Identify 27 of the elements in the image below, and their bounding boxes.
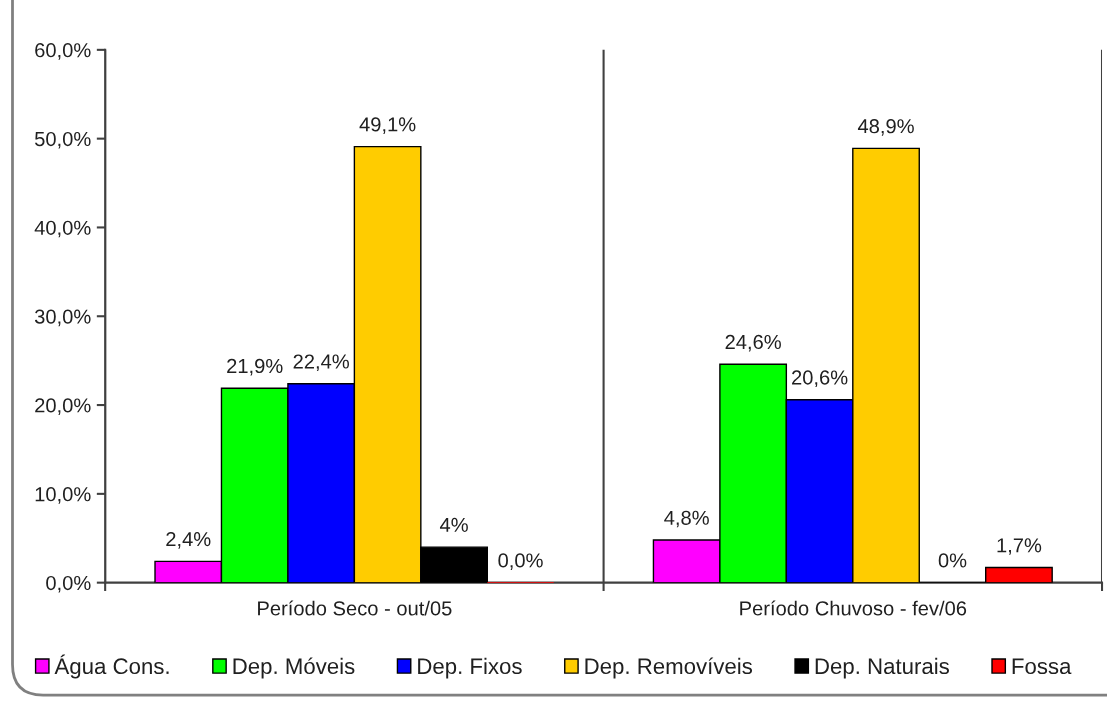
legend-label: Fossa <box>1012 658 1072 675</box>
legend-label: Dep. Fixos <box>418 657 522 679</box>
data-label: 4,8% <box>664 510 709 528</box>
x-tick-label: Período Chuvoso - fev/06 <box>740 600 967 616</box>
y-tick-label: 40,0% <box>34 220 91 238</box>
data-label: 2,4% <box>166 531 211 549</box>
data-label: 20,6% <box>792 370 848 388</box>
legend-label: Dep. Naturais <box>815 657 949 679</box>
data-label: 49,1% <box>359 117 416 134</box>
data-label: 4% <box>439 517 468 532</box>
y-tick-label: 30,0% <box>34 309 91 327</box>
data-label: 0% <box>938 553 967 568</box>
data-label: 22,4% <box>293 354 349 372</box>
y-tick-label: 10,0% <box>35 487 91 504</box>
data-label: 48,9% <box>857 119 914 136</box>
legend-label: Dep. Removíveis <box>585 657 753 679</box>
data-label: 24,6% <box>725 334 781 352</box>
y-tick-label: 0,0% <box>46 575 91 593</box>
y-tick-label: 50,0% <box>34 131 91 149</box>
legend-label: Dep. Móveis <box>233 657 355 679</box>
y-tick-label: 20,0% <box>35 398 91 415</box>
data-label: 1,7% <box>997 538 1042 555</box>
x-tick-label: Período Seco - out/05 <box>258 600 452 616</box>
data-label: 0,0% <box>498 553 543 570</box>
y-tick-label: 60,0% <box>35 43 91 60</box>
legend-label: Água Cons. <box>54 654 169 679</box>
data-label: 21,9% <box>227 358 283 376</box>
